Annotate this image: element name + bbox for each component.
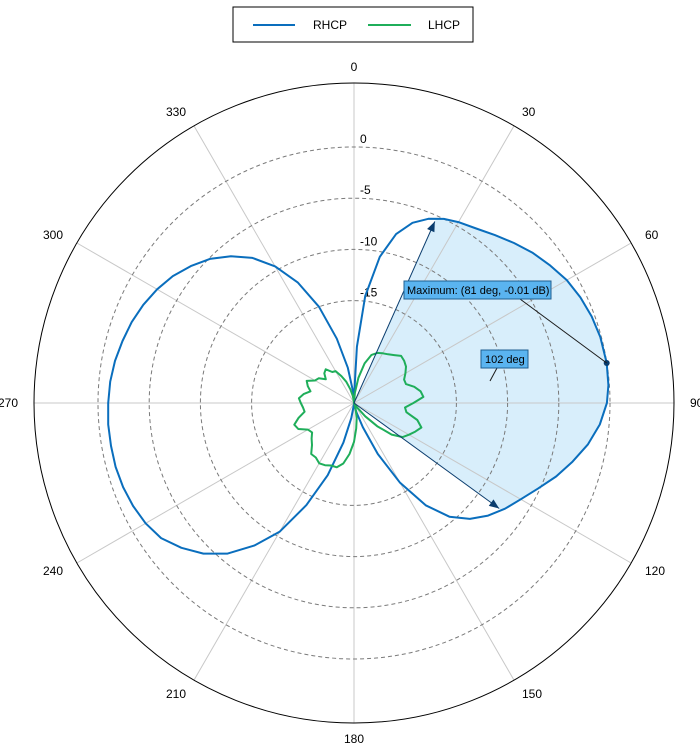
spoke-330 <box>193 125 355 404</box>
angle-tick-label: 30 <box>522 105 536 119</box>
maximum-callout-box <box>403 280 552 300</box>
angle-tick-label: 120 <box>645 564 665 578</box>
radial-tick-label: -5 <box>360 183 371 197</box>
span-leader <box>489 367 498 382</box>
spoke-120 <box>353 402 632 564</box>
series-lhcp <box>293 351 425 469</box>
polar-grid: 0-5-10-150306090120150180210240270300330 <box>0 60 700 746</box>
ring--5 <box>148 197 560 609</box>
span-callout-box <box>480 349 529 369</box>
spoke-30 <box>353 125 515 404</box>
span-start-arrow-head <box>427 221 435 233</box>
legend-label-rhcp: RHCP <box>313 18 347 32</box>
angle-tick-label: 270 <box>0 396 18 410</box>
maximum-leader <box>519 298 607 364</box>
angle-tick-label: 0 <box>351 60 358 74</box>
ring--10 <box>199 248 509 558</box>
outer-ring <box>33 82 675 724</box>
radial-tick-label: -10 <box>360 234 378 248</box>
angle-tick-label: 210 <box>166 687 186 701</box>
angle-tick-label: 90 <box>690 396 700 410</box>
span-callout[interactable]: 102 deg <box>480 349 529 369</box>
angle-tick-label: 240 <box>43 564 63 578</box>
angle-tick-label: 150 <box>522 687 542 701</box>
spoke-300 <box>76 242 355 404</box>
span-start-arrow-line <box>353 221 436 404</box>
span-end-arrow-line <box>353 402 500 509</box>
ring--15 <box>251 300 457 506</box>
spoke-60 <box>353 242 632 404</box>
legend[interactable]: RHCP LHCP <box>232 6 474 43</box>
spoke-240 <box>76 402 355 564</box>
angle-tick-label: 180 <box>344 732 364 746</box>
maximum-callout-label: Maximum: (81 deg, -0.01 dB) <box>407 285 549 297</box>
maximum-callout[interactable]: Maximum: (81 deg, -0.01 dB) <box>403 280 552 300</box>
ring-0 <box>97 146 611 660</box>
radial-tick-label: 0 <box>360 132 367 146</box>
angle-tick-label: 300 <box>43 228 63 242</box>
span-callout-label: 102 deg <box>485 354 525 366</box>
series-layer <box>107 217 610 555</box>
legend-label-lhcp: LHCP <box>428 18 460 32</box>
spoke-150 <box>353 402 515 681</box>
span-end-arrow-head <box>488 499 500 509</box>
angle-tick-label: 60 <box>645 228 659 242</box>
annotation-layer <box>353 221 610 509</box>
spoke-210 <box>193 402 355 681</box>
angle-tick-label: 330 <box>166 105 186 119</box>
